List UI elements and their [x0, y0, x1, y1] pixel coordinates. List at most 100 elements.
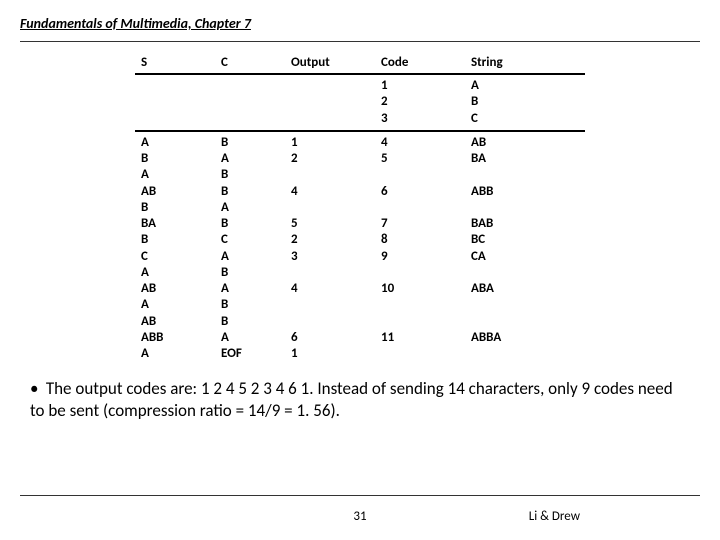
cell-out: 4 — [285, 184, 375, 200]
cell-str — [465, 346, 585, 362]
table-row: A B — [135, 265, 585, 281]
cell-str: CA — [465, 249, 585, 265]
cell-s: A — [135, 167, 215, 183]
cell-str — [465, 200, 585, 216]
table-row: ABB A 6 11 ABBA — [135, 330, 585, 346]
cell-c: B — [215, 314, 285, 330]
table-row: B C 2 8 BC — [135, 232, 585, 248]
cell-str — [465, 167, 585, 183]
cell-code: 5 — [375, 151, 465, 167]
cell-out: 2 — [285, 151, 375, 167]
th-code: Code — [375, 52, 465, 74]
cell-code: 11 — [375, 330, 465, 346]
cell-c: B — [215, 184, 285, 200]
cell-code: 8 — [375, 232, 465, 248]
footer-rule — [20, 495, 700, 496]
cell-out: 6 — [285, 330, 375, 346]
cell-code: 7 — [375, 216, 465, 232]
cell-out: 2 — [285, 232, 375, 248]
cell-c: A — [215, 249, 285, 265]
cell-c: EOF — [215, 346, 285, 362]
cell-c: A — [215, 281, 285, 297]
cell-out — [285, 167, 375, 183]
cell-s: B — [135, 232, 215, 248]
cell-c: B — [215, 216, 285, 232]
cell-str: BC — [465, 232, 585, 248]
cell-s: C — [135, 249, 215, 265]
cell-str — [465, 314, 585, 330]
cell-s: BA — [135, 216, 215, 232]
cell-str: AB — [465, 131, 585, 151]
cell-s: A — [135, 265, 215, 281]
table-header-row: S C Output Code String — [135, 52, 585, 74]
cell-out — [285, 265, 375, 281]
footer-authors: Li & Drew — [529, 509, 720, 524]
table-row: 1 A — [135, 74, 585, 94]
cell-str: B — [465, 94, 585, 110]
table-row: B A 2 5 BA — [135, 151, 585, 167]
cell-c: A — [215, 330, 285, 346]
chapter-heading: Fundamentals of Multimedia, Chapter 7 — [20, 15, 251, 32]
cell-code: 2 — [375, 94, 465, 110]
table-row: AB B 4 6 ABB — [135, 184, 585, 200]
cell-s: AB — [135, 314, 215, 330]
cell-out: 1 — [285, 346, 375, 362]
cell-code — [375, 346, 465, 362]
table-row: A B — [135, 297, 585, 313]
cell-code: 6 — [375, 184, 465, 200]
cell-c: B — [215, 297, 285, 313]
table-row: AB A 4 10 ABA — [135, 281, 585, 297]
cell-str: ABA — [465, 281, 585, 297]
cell-s: AB — [135, 281, 215, 297]
cell-code — [375, 200, 465, 216]
cell-out — [285, 200, 375, 216]
cell-str: ABBA — [465, 330, 585, 346]
th-c: C — [215, 52, 285, 74]
cell-s: A — [135, 131, 215, 151]
summary-note: • The output codes are: 1 2 4 5 2 3 4 6 … — [30, 378, 690, 421]
cell-code: 4 — [375, 131, 465, 151]
cell-c: C — [215, 232, 285, 248]
cell-str: C — [465, 111, 585, 131]
cell-code: 1 — [375, 74, 465, 94]
cell-s: ABB — [135, 330, 215, 346]
slide-footer: 31 Li & Drew — [0, 509, 720, 524]
table-row: BA B 5 7 BAB — [135, 216, 585, 232]
cell-out — [285, 297, 375, 313]
th-output: Output — [285, 52, 375, 74]
cell-code: 10 — [375, 281, 465, 297]
cell-s: B — [135, 200, 215, 216]
cell-out: 1 — [285, 131, 375, 151]
cell-c: A — [215, 200, 285, 216]
table-row: A EOF 1 — [135, 346, 585, 362]
cell-out — [285, 314, 375, 330]
bullet-icon: • — [30, 378, 42, 399]
cell-s: A — [135, 297, 215, 313]
cell-code — [375, 297, 465, 313]
table-row: A B 1 4 AB — [135, 131, 585, 151]
cell-code — [375, 167, 465, 183]
page-number: 31 — [353, 509, 366, 524]
cell-code: 9 — [375, 249, 465, 265]
table-row: AB B — [135, 314, 585, 330]
cell-str — [465, 265, 585, 281]
summary-text: The output codes are: 1 2 4 5 2 3 4 6 1.… — [30, 378, 673, 420]
cell-s: A — [135, 346, 215, 362]
cell-c: A — [215, 151, 285, 167]
cell-str: A — [465, 74, 585, 94]
table-row: C A 3 9 CA — [135, 249, 585, 265]
cell-str: ABB — [465, 184, 585, 200]
cell-c: B — [215, 265, 285, 281]
table-row: A B — [135, 167, 585, 183]
cell-s: AB — [135, 184, 215, 200]
cell-str — [465, 297, 585, 313]
cell-code — [375, 314, 465, 330]
table-row: 2 B — [135, 94, 585, 110]
th-string: String — [465, 52, 585, 74]
table-row: 3 C — [135, 111, 585, 131]
table-row: B A — [135, 200, 585, 216]
cell-code: 3 — [375, 111, 465, 131]
lzw-table: S C Output Code String 1 A — [135, 52, 585, 362]
cell-str: BAB — [465, 216, 585, 232]
cell-code — [375, 265, 465, 281]
